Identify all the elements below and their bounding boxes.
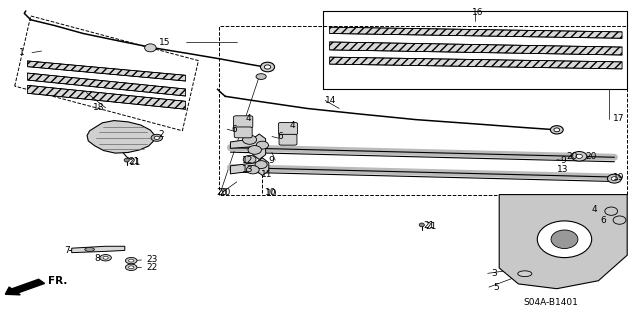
Text: 21: 21 (426, 222, 437, 231)
Ellipse shape (248, 145, 262, 154)
Ellipse shape (154, 136, 159, 139)
Text: 13: 13 (242, 165, 253, 174)
Polygon shape (72, 246, 125, 253)
Ellipse shape (576, 154, 582, 159)
Text: 20: 20 (586, 152, 597, 161)
FancyArrow shape (5, 279, 45, 295)
Text: 8: 8 (95, 254, 100, 263)
Text: 6: 6 (600, 216, 606, 225)
Text: 15: 15 (159, 38, 170, 47)
Ellipse shape (554, 128, 559, 132)
Text: 4: 4 (290, 121, 296, 130)
Text: 9: 9 (560, 156, 566, 165)
Ellipse shape (550, 126, 563, 134)
Ellipse shape (572, 152, 587, 161)
Text: 1: 1 (19, 48, 25, 57)
Text: 10: 10 (266, 189, 277, 198)
Polygon shape (28, 61, 186, 81)
Ellipse shape (243, 135, 257, 144)
Text: 13: 13 (557, 165, 568, 174)
Text: 18: 18 (93, 103, 104, 112)
Ellipse shape (256, 74, 266, 79)
Ellipse shape (260, 62, 275, 72)
Text: S04A-B1401: S04A-B1401 (524, 298, 579, 307)
Text: 21: 21 (424, 221, 435, 230)
Polygon shape (230, 158, 269, 175)
FancyBboxPatch shape (234, 127, 252, 138)
Text: 6: 6 (277, 132, 283, 141)
Ellipse shape (100, 255, 111, 261)
Ellipse shape (151, 134, 163, 141)
FancyBboxPatch shape (278, 122, 298, 135)
Text: 17: 17 (613, 114, 625, 123)
Ellipse shape (125, 264, 137, 271)
Text: 22: 22 (146, 263, 157, 272)
Ellipse shape (103, 256, 108, 259)
Ellipse shape (256, 141, 269, 149)
Text: 4: 4 (592, 205, 598, 214)
Ellipse shape (607, 174, 621, 183)
Ellipse shape (611, 177, 618, 181)
Polygon shape (15, 16, 198, 131)
Text: 3: 3 (492, 269, 497, 278)
Ellipse shape (551, 230, 578, 249)
Polygon shape (330, 42, 622, 55)
Text: 23: 23 (146, 256, 157, 264)
Polygon shape (28, 73, 186, 96)
Ellipse shape (613, 216, 626, 224)
Polygon shape (87, 121, 155, 153)
Ellipse shape (246, 166, 259, 174)
Polygon shape (499, 195, 627, 289)
Text: FR.: FR. (48, 276, 67, 286)
Ellipse shape (85, 248, 95, 251)
Ellipse shape (145, 44, 156, 52)
Text: 20: 20 (216, 188, 228, 197)
Polygon shape (28, 85, 186, 109)
Polygon shape (330, 27, 622, 38)
FancyBboxPatch shape (234, 116, 253, 128)
Text: 20: 20 (219, 188, 230, 197)
Ellipse shape (419, 223, 424, 227)
Ellipse shape (129, 266, 134, 269)
Polygon shape (330, 57, 622, 69)
Text: 14: 14 (325, 96, 337, 105)
Ellipse shape (124, 158, 129, 162)
Text: 9: 9 (269, 156, 275, 165)
Ellipse shape (255, 161, 268, 168)
Text: 5: 5 (493, 283, 499, 292)
Text: 21: 21 (129, 158, 141, 167)
Ellipse shape (264, 65, 271, 69)
Ellipse shape (605, 207, 618, 215)
Text: 20: 20 (566, 152, 578, 161)
Polygon shape (219, 26, 627, 195)
Text: 2: 2 (159, 130, 164, 139)
Polygon shape (230, 134, 266, 160)
Ellipse shape (125, 257, 137, 264)
FancyBboxPatch shape (279, 134, 297, 145)
Text: 4: 4 (245, 114, 251, 123)
Ellipse shape (518, 271, 532, 277)
Ellipse shape (243, 155, 256, 164)
Text: 11: 11 (261, 170, 273, 179)
Text: 19: 19 (613, 173, 625, 182)
Text: 7: 7 (64, 246, 70, 255)
Ellipse shape (129, 259, 134, 262)
Text: 6: 6 (232, 125, 237, 134)
Text: 10: 10 (265, 189, 276, 197)
Ellipse shape (538, 221, 592, 258)
Text: 12: 12 (242, 156, 253, 165)
Text: 16: 16 (472, 8, 484, 17)
Text: 21: 21 (128, 157, 140, 166)
